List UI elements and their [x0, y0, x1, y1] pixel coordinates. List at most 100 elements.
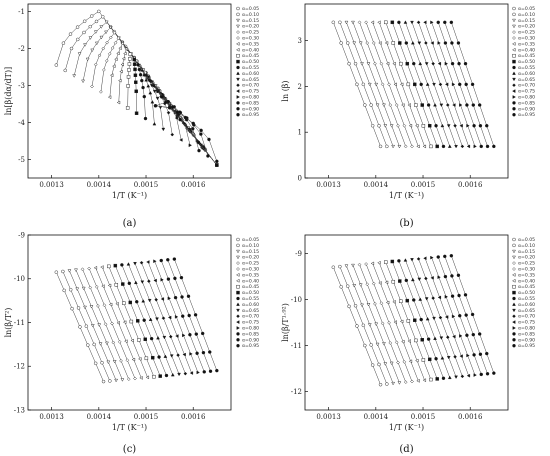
data-point [388, 341, 393, 345]
legend-entry: α=0.40 [518, 278, 535, 284]
data-point [142, 94, 146, 99]
data-point [196, 370, 200, 375]
data-point [470, 82, 475, 87]
data-point [478, 352, 483, 356]
data-point [355, 324, 359, 328]
data-point [440, 123, 445, 128]
series-4 [357, 20, 408, 149]
legend-marker [236, 95, 240, 99]
legend-entry: α=0.85 [242, 331, 259, 337]
data-point [81, 79, 85, 84]
series-18 [172, 257, 219, 373]
series-line [65, 16, 218, 166]
data-point [67, 269, 72, 273]
legend-marker [236, 338, 240, 342]
legend-entry: α=0.15 [242, 249, 259, 255]
data-point [412, 298, 416, 302]
series-13 [139, 260, 188, 376]
data-point [369, 103, 373, 107]
data-point [89, 305, 94, 309]
data-point [107, 52, 112, 56]
data-point [436, 255, 440, 259]
series-2 [67, 269, 119, 383]
series-18 [153, 104, 219, 164]
legend-entry: α=0.50 [518, 290, 535, 296]
legend-entry: α=0.95 [518, 112, 535, 118]
legend-marker [236, 261, 240, 265]
x-tick-label: 0.0013 [39, 181, 64, 189]
data-point [434, 123, 438, 128]
data-point [421, 358, 426, 362]
data-point [397, 381, 402, 385]
data-point [344, 264, 349, 268]
data-point [139, 376, 143, 380]
data-point [193, 313, 198, 317]
data-point [116, 100, 121, 105]
data-point [471, 332, 476, 337]
data-point [363, 103, 367, 107]
data-point [147, 279, 151, 284]
legend-marker [512, 101, 516, 105]
data-point [122, 320, 127, 325]
y-tick-label: -11 [291, 342, 302, 350]
data-point [377, 362, 381, 367]
legend-marker [512, 308, 516, 313]
data-point [199, 132, 203, 136]
data-point [141, 299, 146, 303]
data-point [115, 301, 119, 306]
data-point [110, 46, 115, 50]
data-point [338, 264, 342, 269]
data-point [116, 51, 120, 56]
legend-entry: α=0.80 [242, 326, 259, 332]
data-point [415, 358, 419, 363]
series-13 [416, 257, 465, 379]
data-point [96, 304, 100, 308]
legend-entry: α=0.95 [242, 112, 259, 118]
data-point [443, 254, 447, 259]
data-point [339, 285, 343, 289]
series-4 [90, 30, 219, 167]
data-point [148, 317, 153, 321]
plot-frame [304, 234, 509, 411]
legend-entry: α=0.65 [242, 77, 259, 83]
data-point [450, 274, 454, 278]
data-point [167, 315, 172, 320]
data-point [437, 295, 442, 300]
legend-marker [512, 249, 516, 254]
data-point [88, 36, 93, 40]
series-line [91, 32, 218, 166]
data-point [144, 356, 149, 361]
data-point [406, 82, 411, 87]
legend-entry: α=0.40 [242, 278, 259, 284]
x-axis-label: 1/T (K⁻¹) [389, 423, 424, 432]
panel-a: 0.0013 0.0014 0.0015 0.0016 -5 -4 -3 -2 -1 1/T (K… [4, 3, 259, 229]
data-point [143, 337, 147, 341]
data-point [119, 359, 123, 363]
data-point [385, 300, 390, 305]
data-point [76, 37, 80, 42]
data-point [446, 355, 451, 360]
data-point [443, 274, 448, 279]
legend-marker [236, 237, 240, 242]
data-point [431, 296, 435, 300]
data-point [414, 338, 418, 343]
legend-marker [512, 302, 516, 306]
data-point [161, 316, 166, 321]
data-point [62, 288, 66, 293]
data-point [424, 62, 429, 66]
data-point [168, 334, 173, 339]
legend-marker [236, 12, 240, 17]
legend-entry: α=0.85 [518, 100, 535, 106]
legend-entry: α=0.60 [242, 302, 259, 308]
data-point [111, 340, 116, 345]
data-point [110, 321, 114, 326]
data-point [61, 41, 66, 45]
legend-marker [236, 290, 240, 295]
series-12 [410, 258, 458, 379]
data-point [101, 15, 105, 19]
data-point [97, 9, 101, 14]
data-point [138, 73, 143, 77]
x-tick-label: 0.0016 [181, 413, 206, 421]
legend: α=0.05α=0.10α=0.15α=0.20α=0.25α=0.30α=0.… [236, 237, 259, 349]
data-point [366, 62, 371, 66]
